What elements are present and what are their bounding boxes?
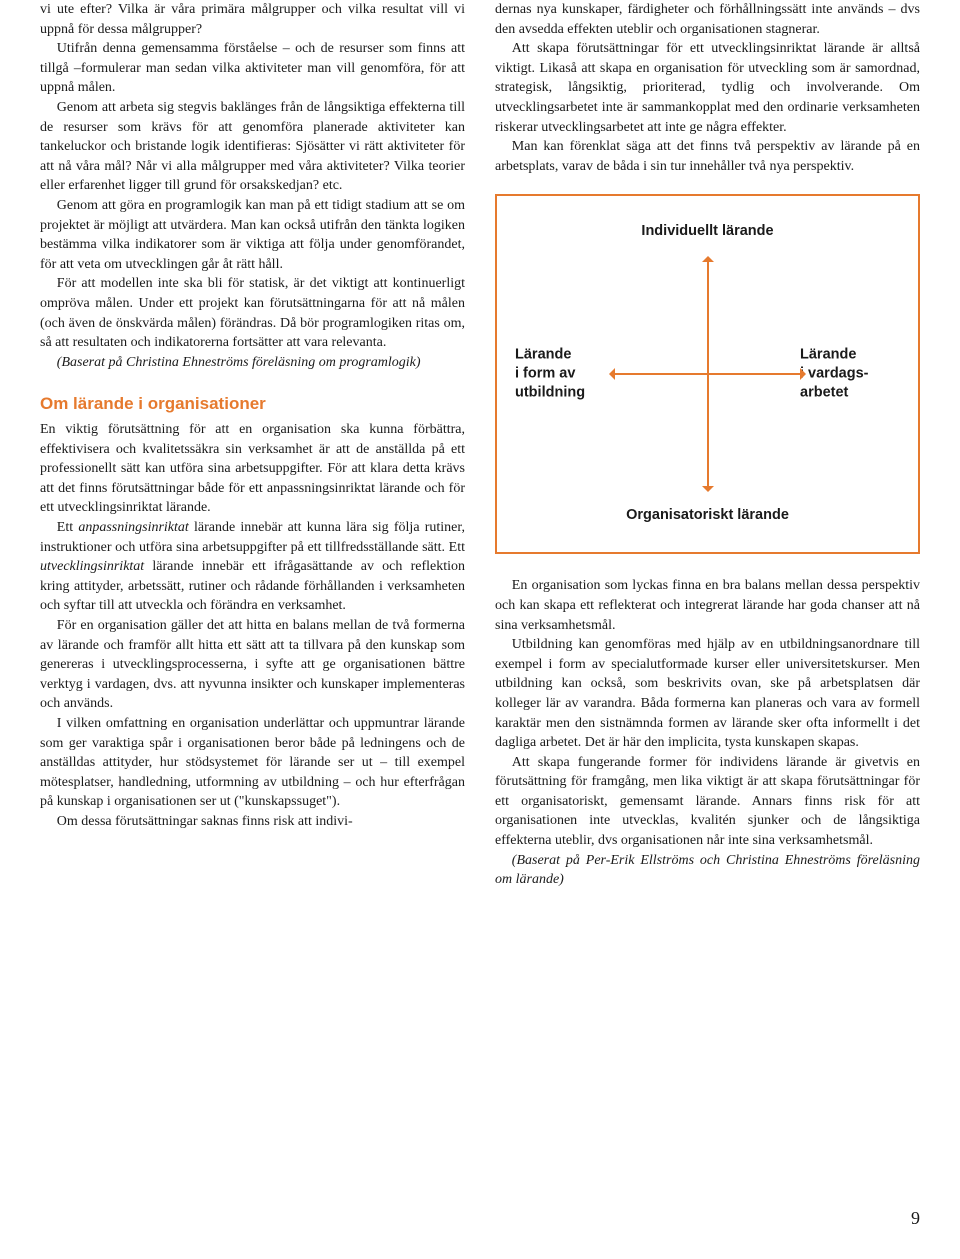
diagram-label-top: Individuellt lärande — [497, 222, 918, 241]
body-paragraph: Utifrån denna gemensamma förståelse – oc… — [40, 39, 465, 98]
body-paragraph: vi ute efter? Vilka är våra primära målg… — [40, 0, 465, 39]
label-line: utbildning — [515, 385, 585, 401]
body-paragraph: Genom att göra en programlogik kan man p… — [40, 196, 465, 274]
diagram-label-bottom: Organisatoriskt lärande — [497, 506, 918, 525]
body-paragraph: Man kan förenklat säga att det finns två… — [495, 137, 920, 176]
section-heading: Om lärande i organisationer — [40, 392, 465, 416]
arrowhead-up-icon — [702, 256, 714, 262]
body-paragraph: En organisation som lyckas finna en bra … — [495, 576, 920, 635]
body-paragraph: Att skapa fungerande former för individe… — [495, 753, 920, 851]
italic-term: anpassningsinriktat — [78, 520, 188, 535]
body-paragraph: Om dessa förutsättningar saknas finns ri… — [40, 812, 465, 832]
label-line: arbetet — [800, 385, 848, 401]
attribution-paragraph: (Baserat på Per-Erik Ellströms och Chris… — [495, 851, 920, 890]
label-line: i vardags- — [800, 366, 869, 382]
text-span: Ett — [57, 520, 79, 535]
label-line: Lärande — [800, 347, 856, 363]
arrowhead-right-icon — [800, 368, 806, 380]
page-number: 9 — [911, 1206, 920, 1231]
body-paragraph: Att skapa förutsättningar för ett utveck… — [495, 39, 920, 137]
learning-diagram: Individuellt lärande Lärande i form av u… — [495, 194, 920, 554]
right-column: dernas nya kunskaper, färdigheter och fö… — [495, 0, 920, 890]
body-paragraph: För en organisation gäller det att hitta… — [40, 616, 465, 714]
attribution-paragraph: (Baserat på Christina Ehneströms föreläs… — [40, 353, 465, 373]
label-line: Lärande — [515, 347, 571, 363]
page-layout: vi ute efter? Vilka är våra primära målg… — [40, 0, 920, 890]
body-paragraph: Utbildning kan genomföras med hjälp av e… — [495, 635, 920, 753]
body-paragraph: I vilken omfattning en organisation unde… — [40, 714, 465, 812]
body-paragraph: För att modellen inte ska bli för statis… — [40, 274, 465, 352]
body-paragraph: En viktig förutsättning för att en organ… — [40, 420, 465, 518]
arrowhead-left-icon — [609, 368, 615, 380]
horizontal-arrow — [615, 373, 800, 375]
body-paragraph: Genom att arbeta sig stegvis baklänges f… — [40, 98, 465, 196]
arrowhead-down-icon — [702, 486, 714, 492]
label-line: i form av — [515, 366, 575, 382]
diagram-cross — [615, 262, 800, 486]
left-column: vi ute efter? Vilka är våra primära målg… — [40, 0, 465, 890]
italic-term: utvecklingsinriktat — [40, 559, 144, 574]
body-paragraph: Ett anpassningsinriktat lärande innebär … — [40, 518, 465, 616]
diagram-label-right: Lärande i vardags- arbetet — [800, 346, 900, 403]
diagram-label-left: Lärande i form av utbildning — [515, 346, 615, 403]
body-paragraph: dernas nya kunskaper, färdigheter och fö… — [495, 0, 920, 39]
